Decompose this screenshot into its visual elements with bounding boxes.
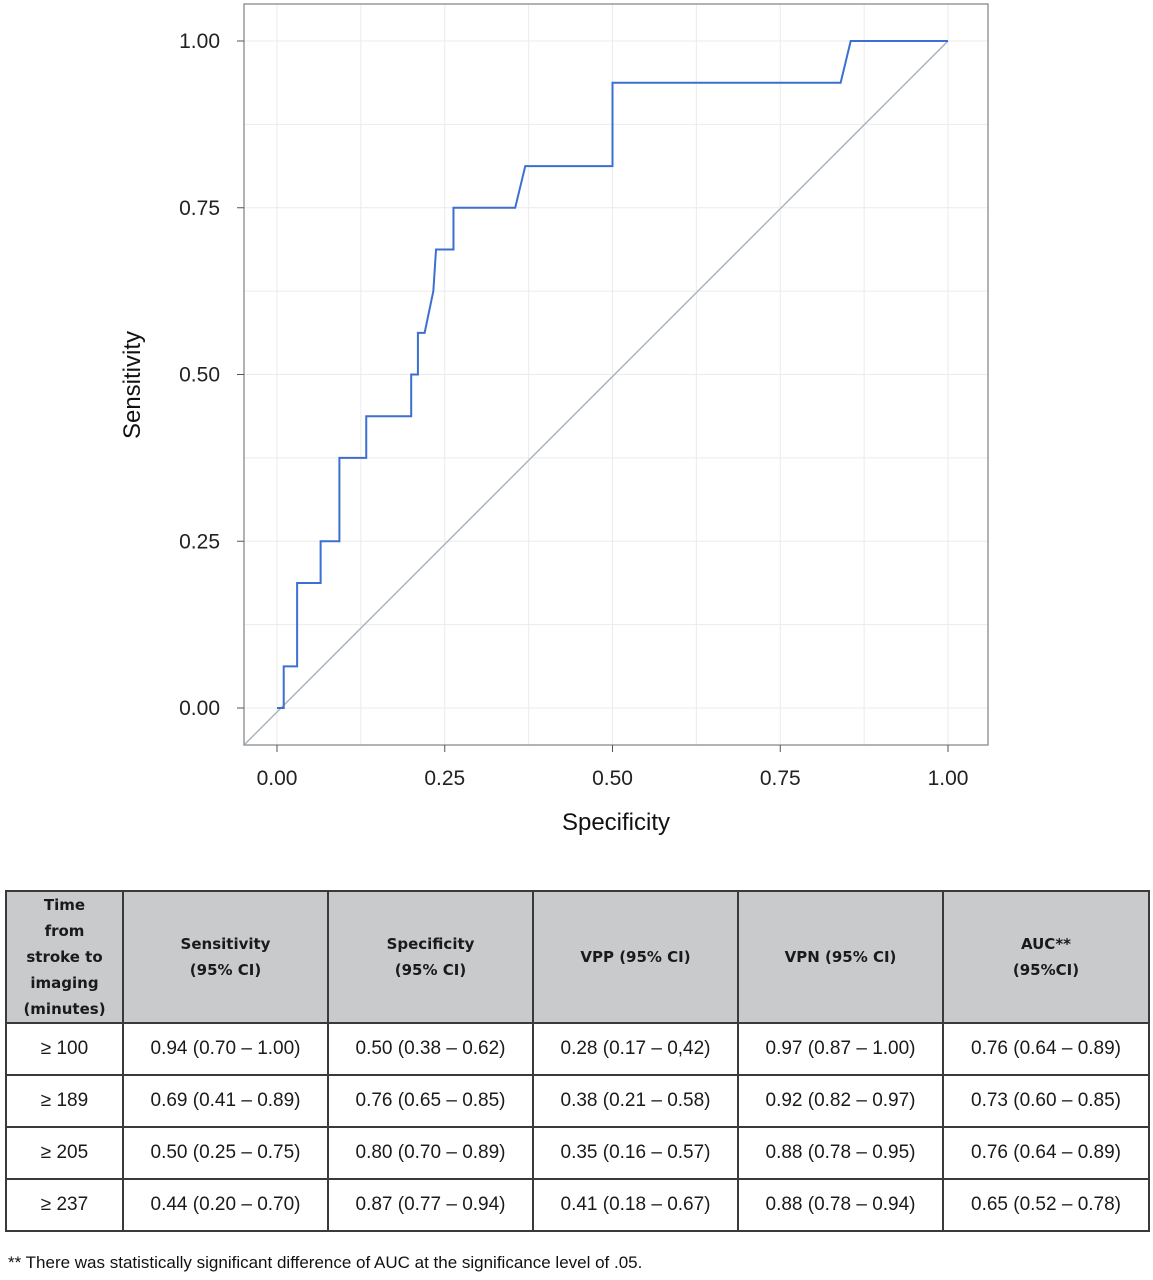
header-sensitivity: Sensitivity (95% CI) (122, 890, 329, 1024)
table-cell: 0.76 (0.64 – 0.89) (942, 1126, 1150, 1180)
x-tick-label: 0.25 (424, 767, 465, 790)
y-tick-label: 0.50 (179, 364, 220, 387)
header-vpp: VPP (95% CI) (532, 890, 739, 1024)
results-table: Time from stroke to imaging (minutes) Se… (5, 890, 1150, 1232)
table-cell: 0.65 (0.52 – 0.78) (942, 1178, 1150, 1232)
table-cell: 0.50 (0.38 – 0.62) (327, 1022, 534, 1076)
table-row: ≥ 237 0.44 (0.20 – 0.70) 0.87 (0.77 – 0.… (5, 1178, 1150, 1232)
table-cell: 0.41 (0.18 – 0.67) (532, 1178, 739, 1232)
table-cell: 0.50 (0.25 – 0.75) (122, 1126, 329, 1180)
header-label: Sensitivity (95% CI) (180, 935, 271, 979)
x-tick-label: 0.00 (257, 767, 298, 790)
roc-curve-line (277, 40, 948, 709)
table-cell: 0.88 (0.78 – 0.95) (737, 1126, 944, 1180)
table-cell: 0.73 (0.60 – 0.85) (942, 1074, 1150, 1128)
table-cell: 0.69 (0.41 – 0.89) (122, 1074, 329, 1128)
table-row: ≥ 189 0.69 (0.41 – 0.89) 0.76 (0.65 – 0.… (5, 1074, 1150, 1128)
footnote: ** There was statistically significant d… (8, 1253, 643, 1272)
reference-diagonal-line (243, 40, 949, 746)
header-time-from-stroke: Time from stroke to imaging (minutes) (5, 890, 124, 1024)
table-cell: ≥ 189 (5, 1074, 124, 1128)
x-axis-ticks: 0.00 0.25 0.50 0.75 1.00 (257, 745, 969, 790)
header-specificity: Specificity (95% CI) (327, 890, 534, 1024)
table-cell: 0.97 (0.87 – 1.00) (737, 1022, 944, 1076)
grid-lines (244, 4, 988, 745)
y-tick-label: 0.00 (179, 697, 220, 720)
header-label: VPP (95% CI) (580, 948, 691, 966)
table-cell: 0.87 (0.77 – 0.94) (327, 1178, 534, 1232)
table-cell: 0.76 (0.65 – 0.85) (327, 1074, 534, 1128)
header-label: AUC** (95%CI) (1012, 935, 1080, 979)
table-cell: 0.35 (0.16 – 0.57) (532, 1126, 739, 1180)
y-tick-label: 0.75 (179, 197, 220, 220)
table-header-row: Time from stroke to imaging (minutes) Se… (5, 890, 1150, 1024)
table-cell: 0.28 (0.17 – 0,42) (532, 1022, 739, 1076)
y-axis-title: Sensitivity (119, 331, 146, 439)
x-tick-label: 0.50 (592, 767, 633, 790)
roc-chart: 0.00 0.25 0.50 0.75 1.00 0.00 0.25 0.50 0.75 1.0… (119, 3, 989, 836)
x-tick-label: 0.75 (760, 767, 801, 790)
y-tick-label: 1.00 (179, 30, 220, 53)
table-cell: 0.92 (0.82 – 0.97) (737, 1074, 944, 1128)
table-cell: ≥ 100 (5, 1022, 124, 1076)
x-tick-label: 1.00 (928, 767, 969, 790)
table-cell: 0.44 (0.20 – 0.70) (122, 1178, 329, 1232)
x-axis-title: Specificity (562, 809, 670, 836)
header-label: Specificity (95% CI) (386, 935, 475, 979)
y-axis-ticks: 0.00 0.25 0.50 0.75 1.00 (179, 30, 244, 720)
table-cell: ≥ 237 (5, 1178, 124, 1232)
header-label: Time from stroke to imaging (minutes) (23, 896, 106, 1018)
table-cell: 0.94 (0.70 – 1.00) (122, 1022, 329, 1076)
table-cell: 0.38 (0.21 – 0.58) (532, 1074, 739, 1128)
table-cell: ≥ 205 (5, 1126, 124, 1180)
header-label: VPN (95% CI) (784, 948, 897, 966)
table-row: ≥ 205 0.50 (0.25 – 0.75) 0.80 (0.70 – 0.… (5, 1126, 1150, 1180)
table-cell: 0.76 (0.64 – 0.89) (942, 1022, 1150, 1076)
table-row: ≥ 100 0.94 (0.70 – 1.00) 0.50 (0.38 – 0.… (5, 1022, 1150, 1076)
table-cell: 0.88 (0.78 – 0.94) (737, 1178, 944, 1232)
header-auc: AUC** (95%CI) (942, 890, 1150, 1024)
header-vpn: VPN (95% CI) (737, 890, 944, 1024)
y-tick-label: 0.25 (179, 530, 220, 553)
table-cell: 0.80 (0.70 – 0.89) (327, 1126, 534, 1180)
